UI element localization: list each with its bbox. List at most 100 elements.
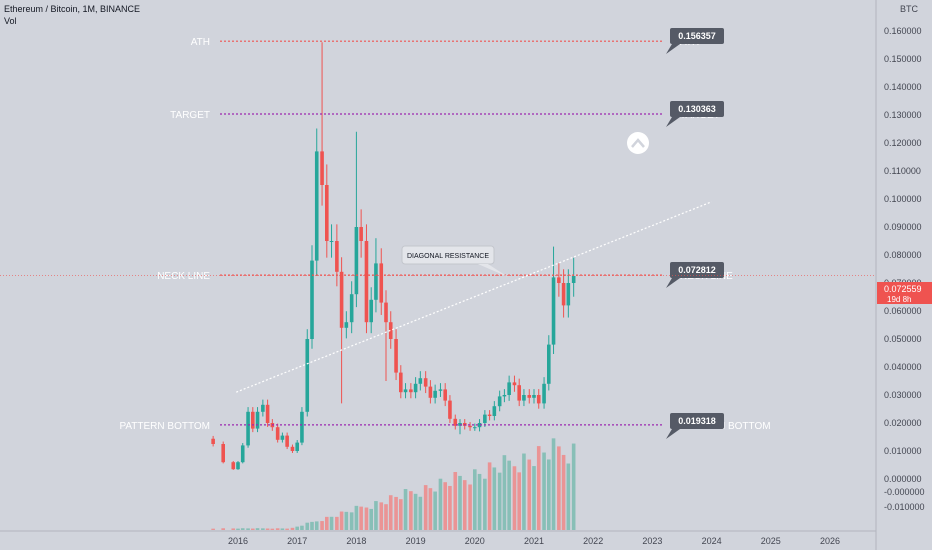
y-tick-label: 0.060000: [884, 306, 922, 316]
candle-body: [285, 435, 289, 447]
volume-bar: [438, 478, 443, 530]
y-tick-label: -0.000000: [884, 487, 925, 497]
volume-bar: [335, 516, 339, 530]
volume-bar: [433, 491, 437, 530]
candle-body: [221, 444, 225, 463]
volume-bar: [231, 528, 236, 530]
volume-bar: [354, 505, 359, 530]
level-callout-pointer: [666, 117, 680, 127]
candle-body: [453, 418, 458, 426]
candle-body: [532, 395, 536, 398]
volume-bar: [403, 489, 408, 530]
candle-body: [547, 344, 551, 384]
level-callout-pointer: [666, 429, 680, 439]
volume-bar: [379, 502, 384, 530]
candle-body: [399, 372, 403, 393]
volume-bar: [295, 526, 299, 530]
diagonal-resistance-line: [236, 201, 712, 393]
x-tick-label: 2022: [583, 536, 603, 546]
candle-body: [314, 151, 319, 261]
candle-body: [527, 395, 532, 398]
candle-body: [477, 423, 482, 428]
candle-body: [394, 339, 398, 373]
y-tick-label: 0.160000: [884, 26, 922, 36]
volume-bar: [314, 521, 319, 530]
volume-bar: [542, 452, 546, 530]
volume-bar: [468, 484, 472, 530]
candle-body: [251, 411, 255, 429]
volume-bar: [359, 506, 363, 530]
candle-body: [468, 425, 472, 428]
x-tick-label: 2021: [524, 536, 544, 546]
volume-bar: [517, 472, 521, 530]
level-callout-box: [670, 262, 724, 278]
candle-body: [487, 414, 492, 416]
x-tick-label: 2016: [228, 536, 248, 546]
candle-body: [542, 383, 546, 404]
volume-bar: [522, 453, 526, 530]
volume-bar: [221, 528, 225, 530]
volume-bar: [423, 485, 428, 530]
candle-body: [438, 389, 443, 391]
candle-body: [502, 395, 507, 397]
candle-body: [290, 446, 295, 451]
candle-body: [507, 382, 511, 395]
candle-body: [388, 322, 393, 339]
volume-bar: [384, 504, 388, 530]
volume-bar: [394, 496, 398, 530]
volume-bar: [512, 466, 517, 530]
volume-bar: [477, 473, 482, 530]
candle-body: [512, 382, 517, 386]
y-tick-label: 0.130000: [884, 110, 922, 120]
volume-bar: [462, 480, 467, 530]
candle-body: [354, 227, 359, 295]
volume-bar: [448, 485, 452, 530]
level-callout-value: 0.130363: [678, 104, 716, 114]
candle-body: [448, 400, 452, 419]
candle-body: [418, 378, 423, 384]
y-tick-label: 0.100000: [884, 194, 922, 204]
candle-body: [384, 302, 388, 323]
candle-body: [295, 442, 299, 451]
candle-body: [344, 322, 349, 328]
candle-body: [561, 283, 566, 306]
volume-bar: [399, 499, 403, 530]
volume-bar: [329, 516, 334, 530]
level-callout-value: 0.072812: [678, 265, 716, 275]
level-left-label: TARGET: [170, 110, 210, 121]
volume-bar: [339, 511, 344, 530]
level-right-label: PATTERN BOTTOM: [680, 421, 771, 432]
candle-body: [300, 411, 304, 443]
volume-bar: [246, 528, 250, 530]
volume-bar: [566, 463, 571, 530]
volume-bar: [551, 438, 556, 530]
x-tick-label: 2025: [761, 536, 781, 546]
volume-bar: [536, 446, 541, 530]
volume-bar: [492, 467, 497, 530]
candle-body: [443, 389, 447, 401]
currency-label: BTC: [900, 4, 919, 14]
volume-bar: [305, 522, 310, 530]
x-tick-label: 2026: [820, 536, 840, 546]
level-callout-value: 0.019318: [678, 416, 716, 426]
volume-bar: [275, 528, 280, 530]
level-left-label: PATTERN BOTTOM: [119, 421, 210, 432]
x-tick-label: 2018: [346, 536, 366, 546]
y-tick-label: 0.150000: [884, 54, 922, 64]
candle-body: [236, 462, 240, 470]
arrow-up-icon-glyph: [631, 138, 645, 148]
candle-body: [423, 378, 428, 387]
volume-bar: [261, 528, 265, 530]
volume-bar: [320, 521, 324, 530]
candle-body: [359, 227, 363, 241]
annotation-text: DIAGONAL RESISTANCE: [407, 253, 489, 260]
volume-bar: [527, 459, 532, 530]
volume-bar: [453, 472, 458, 530]
volume-bar: [409, 491, 413, 530]
candle-body: [246, 411, 250, 446]
annotation-pointer: [478, 264, 508, 277]
volume-bar: [413, 493, 418, 530]
x-tick-label: 2024: [702, 536, 722, 546]
candle-body: [428, 386, 433, 398]
level-callout-pointer: [666, 278, 680, 288]
